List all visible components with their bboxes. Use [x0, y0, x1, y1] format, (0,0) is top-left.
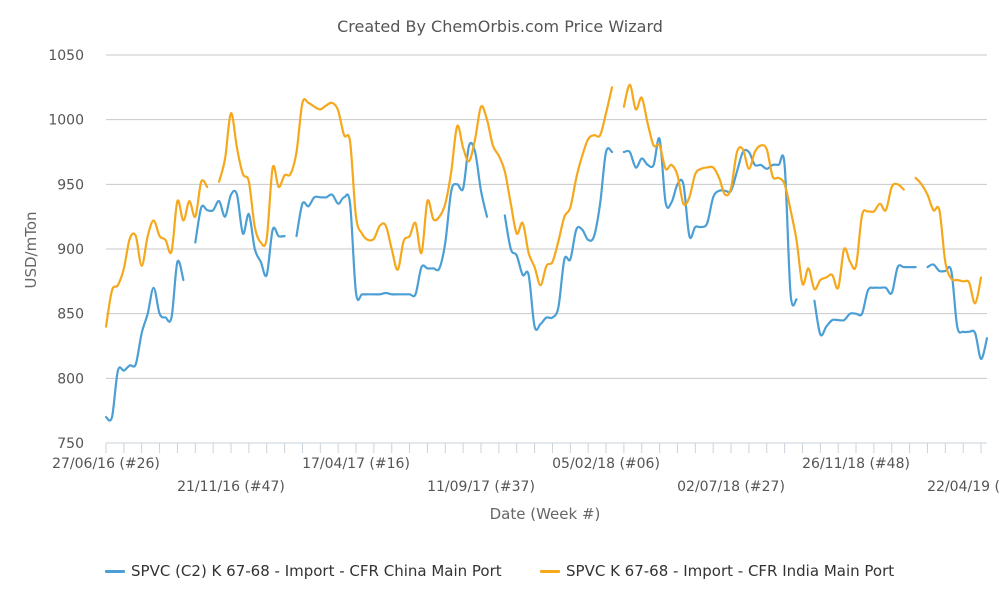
y-tick-label: 1050 [48, 48, 84, 64]
legend-label-china: SPVC (C2) K 67-68 - Import - CFR China M… [131, 562, 502, 580]
y-axis-ticks: 750 800 850 900 950 1000 1050 [48, 48, 84, 452]
x-tick-label: 17/04/17 (#16) [302, 456, 410, 472]
gridlines [106, 54, 987, 379]
chart-legend: SPVC (C2) K 67-68 - Import - CFR China M… [0, 556, 1000, 586]
legend-label-india: SPVC K 67-68 - Import - CFR India Main P… [566, 562, 895, 580]
series-line-0 [194, 189, 286, 278]
series-line-0 [503, 147, 614, 331]
y-tick-label: 850 [57, 307, 84, 323]
y-axis-label: USD/mTon [22, 211, 40, 288]
series-line-1 [218, 86, 614, 287]
series-lines [104, 83, 989, 422]
legend-item-india[interactable]: SPVC K 67-68 - Import - CFR India Main P… [540, 556, 894, 586]
series-line-0 [926, 263, 989, 361]
x-tick-label: 02/07/18 (#27) [677, 479, 785, 495]
legend-swatch-china [105, 569, 125, 573]
y-tick-label: 800 [57, 371, 84, 387]
y-tick-label: 900 [57, 242, 84, 258]
y-tick-label: 950 [57, 177, 84, 193]
series-line-1 [622, 83, 905, 291]
x-tick-label: 05/02/18 (#06) [552, 456, 660, 472]
y-tick-label: 750 [57, 436, 84, 452]
x-tick-label: 26/11/18 (#48) [802, 456, 910, 472]
x-tick-label: 21/11/16 (#47) [177, 479, 285, 495]
x-tick-label: 11/09/17 (#37) [427, 479, 535, 495]
series-line-1 [914, 176, 983, 305]
legend-item-china[interactable]: SPVC (C2) K 67-68 - Import - CFR China M… [105, 556, 502, 586]
legend-swatch-india [540, 569, 560, 573]
x-axis-label: Date (Week #) [490, 505, 601, 523]
line-chart: Created By ChemOrbis.com Price Wizard 75… [22, 17, 1000, 523]
series-line-1 [104, 179, 209, 328]
chart-title: Created By ChemOrbis.com Price Wizard [337, 17, 663, 36]
x-tick-label: 27/06/16 (#26) [52, 456, 160, 472]
series-line-0 [813, 264, 917, 337]
x-axis: 27/06/16 (#26) 21/11/16 (#47) 17/04/17 (#1… [52, 442, 1000, 495]
series-line-0 [295, 141, 489, 302]
x-tick-label: 22/04/19 (#17) [927, 479, 1000, 495]
series-line-0 [104, 259, 185, 422]
y-tick-label: 1000 [48, 113, 84, 129]
